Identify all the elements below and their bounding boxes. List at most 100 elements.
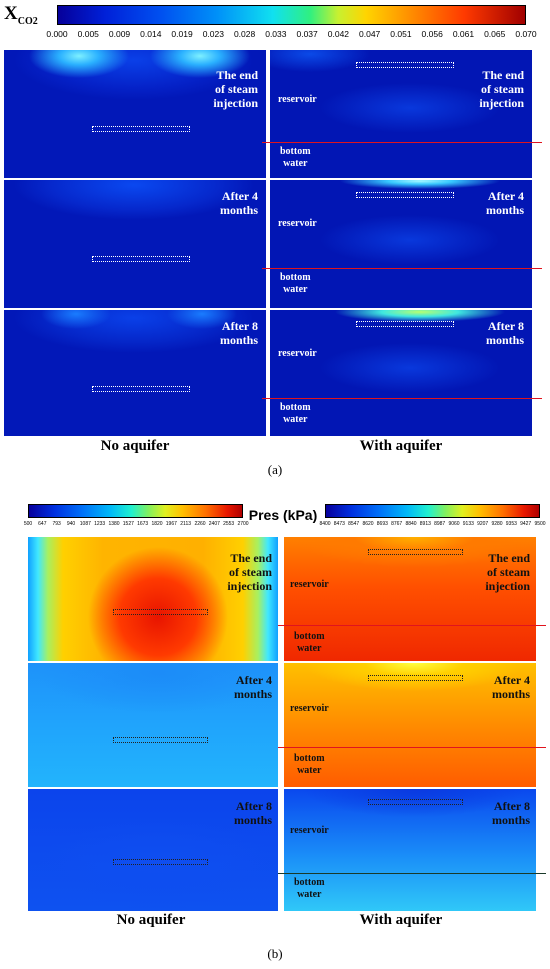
reservoir-water-boundary: [262, 398, 542, 399]
colorbar-tick: 0.033: [265, 29, 287, 39]
xco2-panel-with-aquifer: The end of steam injection reservoir botto…: [270, 50, 532, 178]
colorbar-tick: 9427: [520, 521, 532, 527]
sublabel-a: (a): [267, 462, 283, 477]
time-label: After 4 months: [485, 189, 524, 217]
caption-b-left: No aquifer: [116, 912, 186, 928]
bottom-water-label: bottom water: [294, 877, 325, 900]
well-outline: [368, 799, 463, 805]
colorbar-a-ticks: 0.000 0.005 0.009 0.014 0.019 0.023 0.028 0.033…: [46, 29, 536, 41]
colorbar-tick: 2407: [208, 521, 220, 527]
reservoir-label: reservoir: [278, 218, 317, 229]
pressure-panel-with-aquifer: After 4 months reservoir bottom water: [284, 663, 536, 787]
colorbar-tick: 8693: [376, 521, 388, 527]
colorbar-tick: 2553: [223, 521, 235, 527]
well-outline: [368, 675, 463, 681]
colorbar-tick: 8987: [434, 521, 446, 527]
well-outline: [368, 549, 463, 555]
colorbar-tick: 0.061: [452, 29, 475, 39]
colorbar-tick: 8620: [362, 521, 374, 527]
xco2-label-sub: CO2: [17, 15, 38, 27]
colorbar-tick: 1673: [137, 521, 149, 527]
caption-a-left: No aquifer: [100, 438, 170, 454]
xco2-panel-with-aquifer: After 4 months reservoir bottom water: [270, 180, 532, 308]
bottom-water-label: bottom water: [294, 753, 325, 776]
colorbar-tick: 1527: [122, 521, 134, 527]
time-label: The end of steam injection: [485, 551, 530, 593]
pressure-panel-no-aquifer: After 8 months: [28, 789, 278, 911]
reservoir-water-boundary: [278, 747, 546, 748]
bottom-water-label: bottom water: [280, 272, 311, 295]
pressure-panel-with-aquifer: The end of steam injection reservoir botto…: [284, 537, 536, 661]
colorbar-tick: 0.042: [327, 29, 350, 39]
colorbar-tick: 8547: [348, 521, 360, 527]
reservoir-label: reservoir: [290, 703, 329, 714]
colorbar-tick: 647: [38, 521, 47, 527]
pres-title: Pres (kPa): [248, 507, 318, 523]
colorbar-tick: 0.056: [421, 29, 443, 39]
reservoir-water-boundary: [278, 873, 546, 874]
colorbar-tick: 500: [23, 521, 33, 527]
well-outline: [113, 859, 208, 865]
colorbar-tick: 940: [66, 521, 76, 527]
reservoir-water-boundary: [278, 625, 546, 626]
colorbar-b-left: [28, 504, 243, 518]
reservoir-water-boundary: [262, 268, 542, 269]
colorbar-tick: 0.009: [108, 29, 131, 39]
colorbar-tick: 9500: [534, 521, 546, 527]
colorbar-tick: 8400: [319, 521, 331, 527]
colorbar-tick: 2700: [237, 521, 249, 527]
colorbar-tick: 0.023: [202, 29, 224, 39]
colorbar-tick: 9353: [505, 521, 517, 527]
well-outline: [356, 62, 454, 68]
reservoir-label: reservoir: [290, 825, 329, 836]
xco2-panel-no-aquifer: After 4 months: [4, 180, 266, 308]
well-outline: [356, 321, 454, 327]
colorbar-tick: 0.028: [233, 29, 256, 39]
time-label: After 8 months: [219, 319, 258, 347]
reservoir-label: reservoir: [290, 579, 329, 590]
colorbar-tick: 8767: [391, 521, 403, 527]
time-label: After 4 months: [491, 673, 530, 701]
colorbar-tick: 8913: [419, 521, 431, 527]
pressure-panel-no-aquifer: The end of steam injection: [28, 537, 278, 661]
colorbar-tick: 1087: [79, 521, 91, 527]
reservoir-water-boundary: [262, 142, 542, 143]
xco2-panel-no-aquifer: After 8 months: [4, 310, 266, 436]
time-label: After 4 months: [233, 673, 272, 701]
colorbar-tick: 0.019: [171, 29, 193, 39]
well-outline: [113, 737, 208, 743]
well-outline: [92, 386, 190, 392]
colorbar-tick: 0.014: [140, 29, 162, 39]
well-outline: [113, 609, 208, 615]
time-label: The end of steam injection: [213, 68, 258, 110]
colorbar-tick: 0.070: [515, 29, 537, 39]
caption-a-right: With aquifer: [359, 438, 443, 454]
colorbar-tick: 1233: [94, 521, 106, 527]
colorbar-tick: 0.000: [46, 29, 68, 39]
colorbar-tick: 9133: [462, 521, 474, 527]
colorbar-tick: 9060: [448, 521, 460, 527]
reservoir-label: reservoir: [278, 94, 317, 105]
xco2-label: XCO2: [4, 3, 38, 27]
colorbar-tick: 9280: [491, 521, 503, 527]
pressure-panel-no-aquifer: After 4 months: [28, 663, 278, 787]
xco2-panel-with-aquifer: After 8 months reservoir bottom water: [270, 310, 532, 436]
well-outline: [92, 126, 190, 132]
bottom-water-label: bottom water: [280, 402, 311, 425]
colorbar-tick: 0.047: [359, 29, 381, 39]
colorbar-tick: 2260: [194, 521, 206, 527]
colorbar-tick: 793: [52, 521, 61, 527]
time-label: The end of steam injection: [479, 68, 524, 110]
bottom-water-label: bottom water: [280, 146, 311, 169]
time-label: After 8 months: [491, 799, 530, 827]
colorbar-b-right: [325, 504, 540, 518]
time-label: After 8 months: [485, 319, 524, 347]
time-label: After 4 months: [219, 189, 258, 217]
colorbar-tick: 1380: [108, 521, 120, 527]
colorbar-tick: 2113: [180, 521, 192, 527]
xco2-label-main: X: [4, 3, 18, 24]
well-outline: [92, 256, 190, 262]
colorbar-tick: 8473: [333, 521, 345, 527]
well-outline: [356, 192, 454, 198]
colorbar-tick: 1820: [151, 521, 163, 527]
